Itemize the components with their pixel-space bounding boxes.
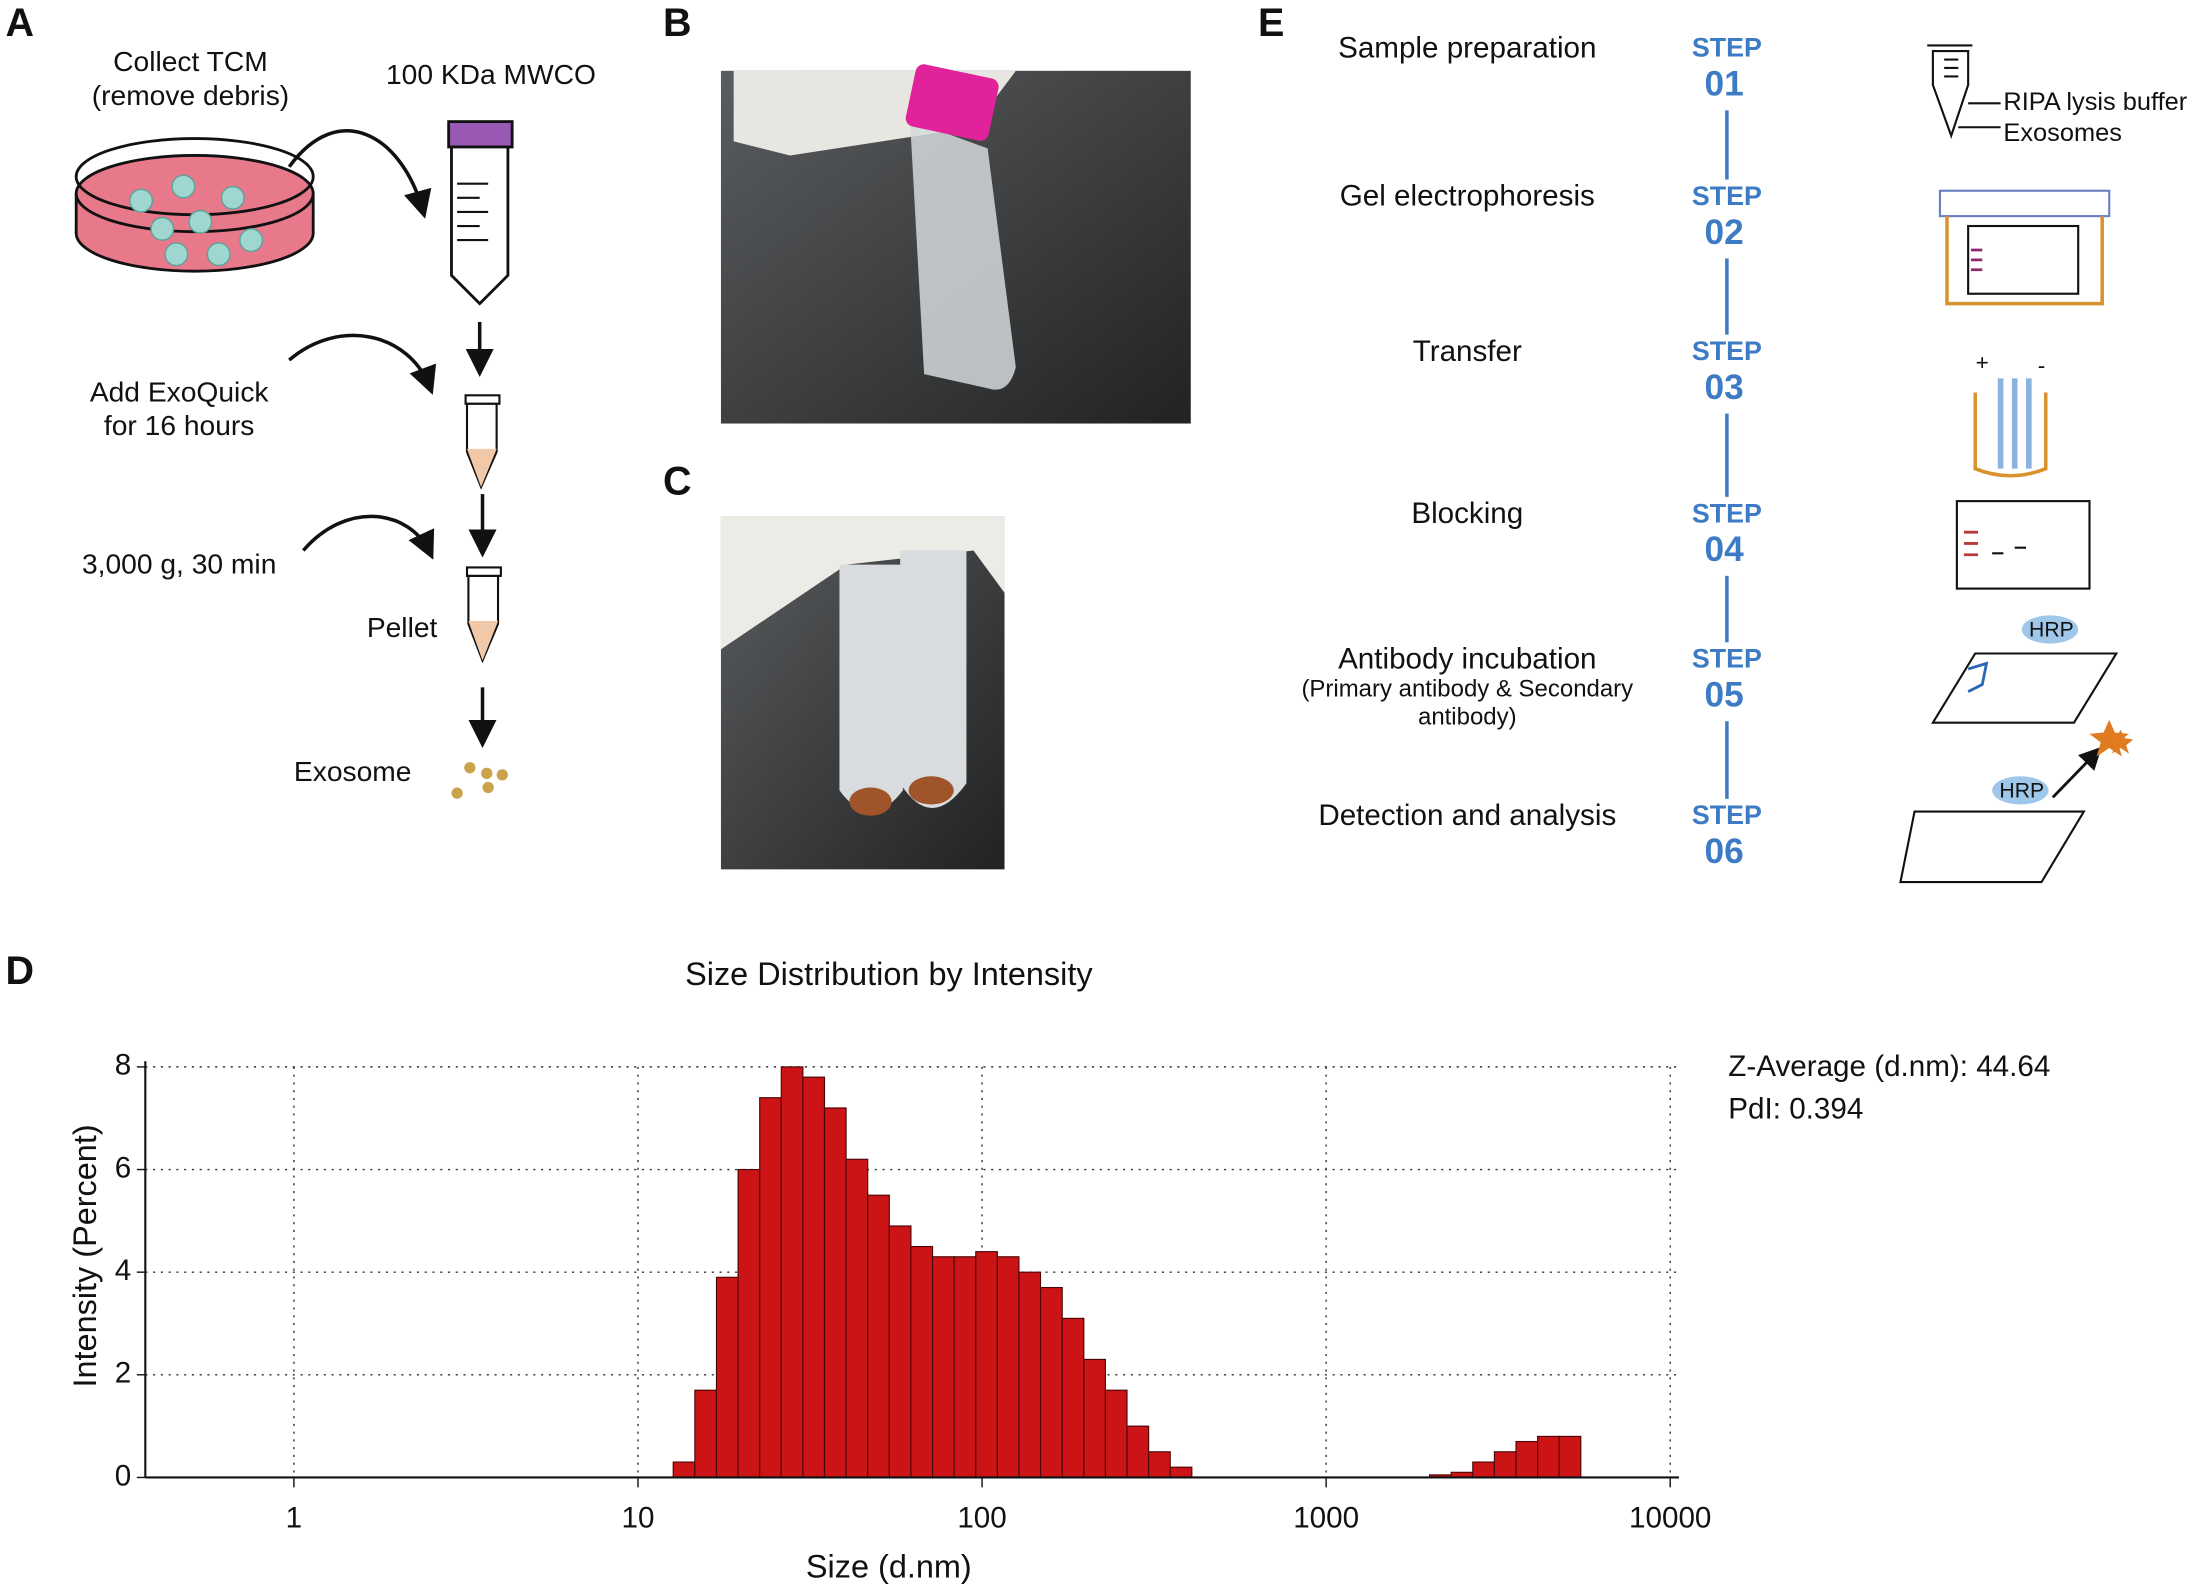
icon xyxy=(1963,248,2134,805)
bar xyxy=(975,1251,998,1479)
bar xyxy=(1169,1466,1193,1479)
bar xyxy=(694,1389,718,1479)
bar xyxy=(910,1245,934,1479)
y-tick-label: 4 xyxy=(115,1254,131,1287)
label: 100 KDa MWCO xyxy=(386,58,596,90)
bar xyxy=(823,1107,847,1479)
annotation: Z-Average (d.nm): 44.64 xyxy=(1728,1050,2050,1083)
step-name: Blocking xyxy=(1411,497,1523,530)
step-label: STEP xyxy=(1692,33,1762,63)
hrp-label: HRP xyxy=(1999,779,2044,802)
label: Add ExoQuick xyxy=(90,375,270,407)
x-axis-label: Size (d.nm) xyxy=(806,1549,972,1585)
label: for 16 hours xyxy=(104,409,255,441)
bar xyxy=(845,1158,869,1479)
bar xyxy=(1472,1461,1495,1479)
sign: - xyxy=(2038,353,2046,378)
bar xyxy=(888,1225,912,1479)
step-number: 04 xyxy=(1704,530,1744,569)
panel-label: D xyxy=(5,949,34,993)
label: 3,000 g, 30 min xyxy=(82,547,276,579)
step-label: STEP xyxy=(1692,644,1762,674)
bar xyxy=(802,1076,826,1479)
label: Pellet xyxy=(367,611,438,643)
y-axis-label: Intensity (Percent) xyxy=(67,1124,103,1387)
bar xyxy=(1558,1435,1582,1479)
tube xyxy=(464,394,501,490)
tube xyxy=(465,566,502,664)
step-note: antibody) xyxy=(1418,704,1517,731)
step-label: STEP xyxy=(1692,336,1762,366)
y-tick-label: 6 xyxy=(115,1151,131,1184)
x-tick-label: 1000 xyxy=(1293,1502,1359,1535)
bar xyxy=(1515,1440,1539,1479)
x-tick-label: 100 xyxy=(957,1502,1006,1535)
bar xyxy=(1537,1435,1560,1479)
step-label: STEP xyxy=(1692,800,1762,830)
bar xyxy=(780,1066,804,1479)
bar xyxy=(1493,1451,1517,1479)
step-number: 03 xyxy=(1704,368,1743,407)
arrow xyxy=(288,333,437,395)
step-label: STEP xyxy=(1692,498,1762,528)
bar xyxy=(1018,1271,1042,1479)
bar xyxy=(672,1461,696,1479)
bar xyxy=(1083,1358,1106,1479)
step-number: 05 xyxy=(1704,676,1743,715)
photo xyxy=(720,64,1191,424)
hrp-label: HRP xyxy=(2029,619,2074,642)
dish xyxy=(74,137,315,273)
step-label: STEP xyxy=(1692,181,1762,211)
x-tick-label: 1 xyxy=(286,1502,302,1535)
bar xyxy=(931,1256,955,1479)
label: Collect TCM xyxy=(113,45,268,77)
bar xyxy=(1148,1451,1171,1479)
step-number: 06 xyxy=(1704,832,1743,871)
y-tick-label: 2 xyxy=(115,1357,131,1390)
bar xyxy=(1104,1389,1128,1479)
bar xyxy=(953,1256,977,1479)
step-name: Transfer xyxy=(1413,335,1522,368)
bar xyxy=(867,1194,890,1479)
bar xyxy=(1061,1317,1085,1479)
label: Exosome xyxy=(294,755,412,787)
y-tick-label: 8 xyxy=(115,1049,131,1082)
bar xyxy=(715,1276,739,1479)
panel-label: C xyxy=(663,460,692,504)
step-number: 02 xyxy=(1704,213,1743,252)
step-name: Detection and analysis xyxy=(1318,799,1616,832)
icon xyxy=(1899,44,2119,884)
panel-label: E xyxy=(1258,1,1284,45)
arrow xyxy=(301,514,435,560)
annotation: PdI: 0.394 xyxy=(1728,1092,1863,1125)
chart-title: Size Distribution by Intensity xyxy=(685,956,1093,992)
bar xyxy=(1126,1425,1150,1479)
bar xyxy=(996,1256,1020,1479)
step-name: Sample preparation xyxy=(1338,31,1596,64)
step-name: Gel electrophoresis xyxy=(1340,180,1595,213)
bar xyxy=(737,1168,761,1479)
icon-label: RIPA lysis buffer xyxy=(2003,88,2187,116)
sign: + xyxy=(1976,350,1989,375)
panel-label: A xyxy=(5,1,34,45)
exosome-dots xyxy=(451,762,508,799)
y-tick-label: 0 xyxy=(115,1459,131,1492)
icon-label: Exosomes xyxy=(2003,119,2121,147)
step-number: 01 xyxy=(1704,65,1743,104)
tube xyxy=(447,120,514,306)
x-tick-label: 10 xyxy=(622,1502,655,1535)
label: (remove debris) xyxy=(92,79,289,111)
x-tick-label: 10000 xyxy=(1629,1502,1711,1535)
step-note: (Primary antibody & Secondary xyxy=(1301,676,1633,703)
photo xyxy=(720,516,1005,870)
step-name: Antibody incubation xyxy=(1338,642,1596,675)
bar xyxy=(1039,1286,1063,1479)
arrow xyxy=(287,129,432,219)
bar xyxy=(759,1097,782,1479)
panel-label: B xyxy=(663,1,692,45)
